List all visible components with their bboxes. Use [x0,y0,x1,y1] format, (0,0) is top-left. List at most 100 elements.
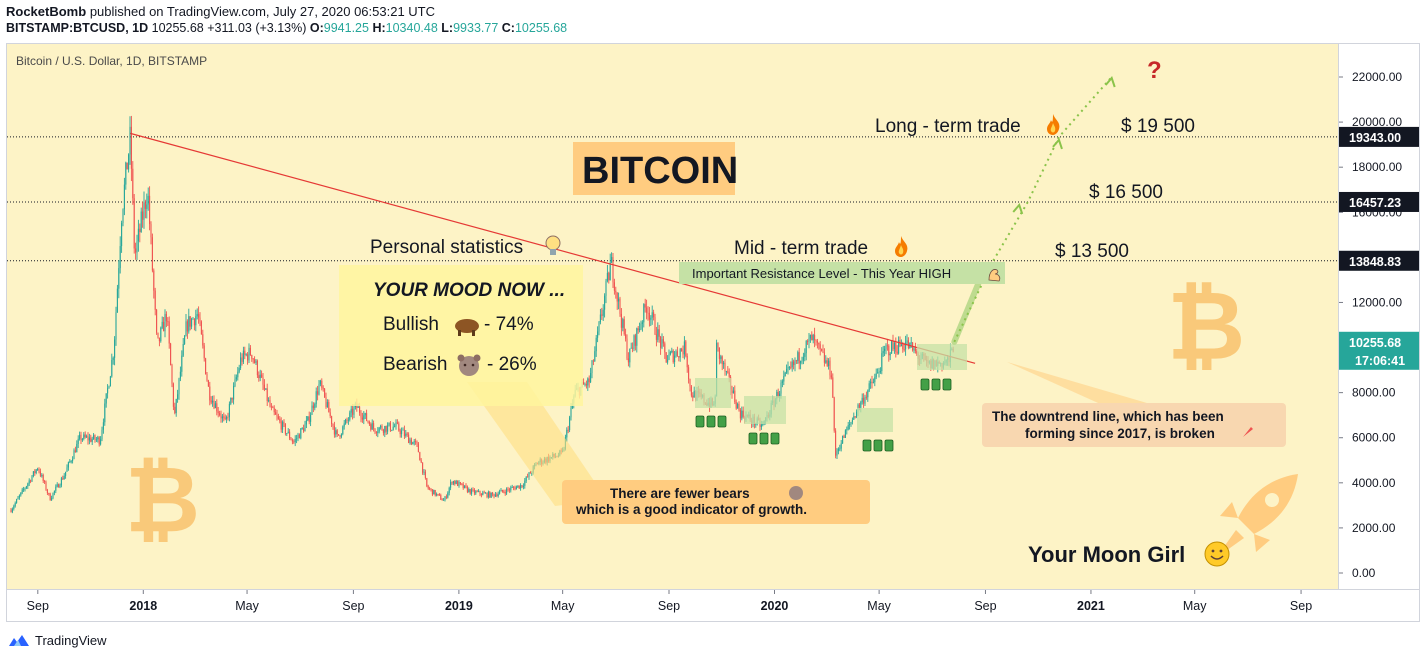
bear-face-icon [457,354,481,376]
candle-body [606,272,608,281]
candle-body [48,493,50,494]
candle-body [816,341,818,343]
candle-body [231,397,233,400]
candle-body [230,397,232,404]
battery-icon [759,432,769,445]
candle-body [762,424,764,425]
candle-body [336,430,338,435]
candle-body [626,338,628,359]
candle-body [193,318,195,326]
candle-body [503,491,505,493]
candle-body [171,365,173,384]
candle-body [321,380,323,388]
price-chart[interactable]: Bitcoin / U.S. Dollar, 1D, BITSTAMP ₿ ₿ ?… [7,44,1339,590]
candle-body [473,489,475,494]
candle-body [282,421,284,430]
candle-body [240,357,242,369]
candle-body [510,487,512,491]
candle-body [567,429,569,431]
candle-body [94,435,96,440]
candle-body [860,402,862,408]
candle-body [46,489,48,494]
candle-body [657,329,659,340]
candle-body [851,419,853,423]
candle-body [448,487,450,493]
candle-body [191,318,193,327]
candle-body [363,415,365,420]
candle-body [158,337,160,342]
candle-body [305,420,307,425]
tradingview-footer[interactable]: TradingView [8,633,107,648]
candle-body [79,434,81,439]
candle-body [665,352,667,363]
title-box [573,142,735,195]
candle-body [374,428,376,433]
candle-body [524,480,526,486]
candle-body [835,430,837,456]
candle-body [153,270,155,291]
candle-body [335,430,337,435]
candle-body [377,431,379,434]
candle-body [371,423,373,430]
candle-body [791,361,793,368]
bearish-label: Bearish [383,354,447,375]
long-term-label: Long - term trade [875,116,1021,137]
candle-body [41,475,43,476]
candle-body [206,374,208,381]
candle-body [724,362,726,372]
candle-body [832,377,834,398]
candle-body [613,282,615,291]
level-price-label: 13848.83 [1349,255,1401,269]
candle-body [350,408,352,413]
candle-body [63,475,65,480]
candle-body [444,496,446,501]
flexed-biceps-icon [988,269,1001,282]
candle-body [646,307,648,313]
candle-body [620,313,622,328]
candle-body [136,241,138,253]
moon-girl-label: Your Moon Girl [1028,542,1185,567]
projection-arrow-icon [1052,137,1063,150]
candle-body [392,426,394,430]
candle-body [630,347,632,349]
candle-body [497,493,499,497]
question-mark: ? [1147,57,1162,84]
candle-body [685,341,687,356]
candle-body [828,360,830,366]
time-axis[interactable]: Sep 2018 May Sep 2019 May Sep 2020 May Sep 2021 May… [6,590,1420,622]
candle-body [633,335,635,349]
candle-body [62,478,64,480]
candle-body [294,438,296,443]
candle-body [881,353,883,372]
candle-body [142,211,144,220]
candle-body [384,426,386,433]
candle-body [338,434,340,436]
x-tick-label: May [1183,599,1207,613]
candle-body [13,506,15,509]
candle-body [783,376,785,382]
level-price-tag [1339,191,1419,212]
chart-pane[interactable]: Bitcoin / U.S. Dollar, 1D, BITSTAMP ₿ ₿ ?… [6,43,1339,590]
chart-title: Bitcoin / U.S. Dollar, 1D, BITSTAMP [16,54,207,68]
candle-body [237,371,239,378]
author-name[interactable]: RocketBomb [6,4,87,19]
candle-body [249,347,251,356]
candle-body [394,426,396,428]
x-tick-label: Sep [1290,599,1312,613]
candle-body [423,471,425,473]
price-axis[interactable]: 0.002000.004000.006000.008000.0010000.00… [1339,43,1420,590]
candle-body [296,438,298,440]
y-tick-label: 2000.00 [1352,521,1396,535]
candle-body [451,482,453,484]
candle-body [97,437,99,440]
candle-body [739,410,741,419]
candle-body [900,344,902,347]
candle-body [368,422,370,425]
candle-body [408,434,410,444]
candle-body [893,342,895,350]
candle-body [151,237,153,271]
candle-body [416,441,418,444]
candle-body [326,402,328,408]
candle-body [913,348,915,351]
battery-group-icon [695,415,727,428]
